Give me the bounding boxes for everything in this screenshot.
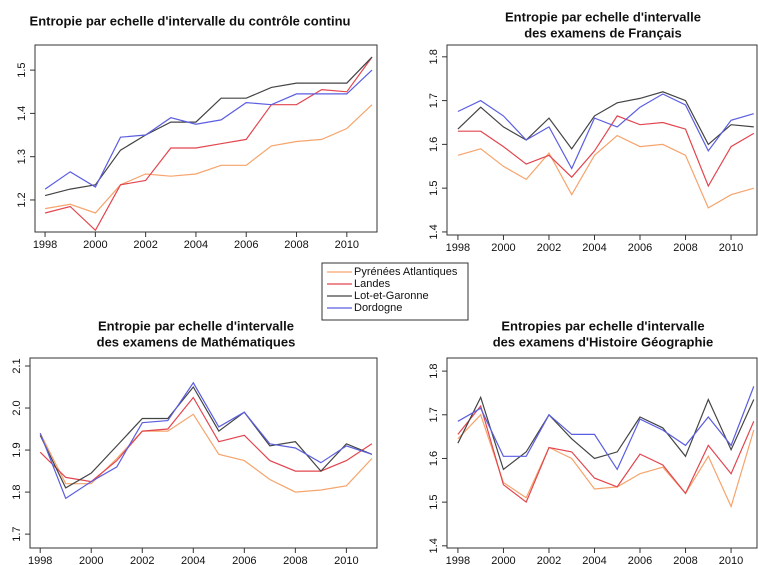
series-line: [39, 381, 373, 500]
series-line: [457, 413, 755, 509]
chart-title: Entropie par echelle d'intervalle: [505, 9, 701, 24]
chart-title: Entropie par echelle d'intervalle: [98, 318, 294, 333]
x-tick-label: 2004: [582, 242, 606, 254]
series-line: [39, 385, 373, 489]
plot-frame: [446, 44, 758, 236]
y-tick-label: 1.8: [11, 484, 23, 499]
y-tick-label: 1.2: [16, 192, 28, 207]
y-tick-label: 1.5: [16, 62, 28, 77]
legend-label: Pyrénées Atlantiques: [354, 266, 458, 278]
x-tick-label: 2010: [334, 555, 358, 565]
legend-label: Lot-et-Garonne: [354, 290, 429, 302]
y-tick-label: 1.4: [428, 224, 440, 239]
plot-frame: [29, 357, 378, 549]
series-line: [39, 396, 373, 483]
x-tick-label: 1998: [446, 555, 470, 565]
x-tick-label: 2004: [582, 555, 606, 565]
x-tick-label: 2004: [181, 555, 205, 565]
y-tick-label: 1.4: [428, 538, 440, 553]
x-tick-label: 2008: [673, 242, 697, 254]
x-tick-label: 2004: [184, 239, 208, 251]
y-tick-label: 1.3: [16, 149, 28, 164]
x-tick-label: 2006: [234, 239, 258, 251]
y-tick-label: 1.7: [428, 93, 440, 108]
x-tick-label: 1998: [446, 242, 470, 254]
chart-title: Entropies par echelle d'intervalle: [501, 318, 704, 333]
x-tick-label: 1998: [33, 239, 57, 251]
y-tick-label: 1.6: [428, 451, 440, 466]
chart-title: Entropie par echelle d'intervalle du con…: [30, 13, 351, 28]
x-tick-label: 2008: [283, 555, 307, 565]
series-line: [457, 134, 754, 209]
series-line: [457, 93, 754, 170]
y-tick-label: 1.6: [428, 137, 440, 152]
y-tick-label: 1.8: [428, 49, 440, 64]
chart-title: des examens d'Histoire Géographie: [493, 334, 714, 349]
y-tick-label: 2.0: [11, 400, 23, 415]
y-tick-label: 1.9: [11, 442, 23, 457]
x-tick-label: 2002: [130, 555, 154, 565]
y-tick-label: 1.4: [16, 106, 28, 121]
x-tick-label: 2000: [491, 555, 515, 565]
x-tick-label: 2006: [628, 242, 652, 254]
series-line: [457, 115, 755, 188]
y-tick-label: 1.8: [428, 363, 440, 378]
x-tick-label: 2000: [79, 555, 103, 565]
x-tick-label: 2002: [537, 555, 561, 565]
y-tick-label: 1.7: [428, 407, 440, 422]
x-tick-label: 2010: [335, 239, 359, 251]
x-tick-label: 2002: [537, 242, 561, 254]
y-tick-label: 1.5: [428, 494, 440, 509]
x-tick-label: 2010: [719, 555, 743, 565]
x-tick-label: 2008: [673, 555, 697, 565]
series-line: [44, 56, 373, 232]
series-line: [457, 404, 755, 504]
series-line: [44, 104, 373, 214]
x-tick-label: 2006: [628, 555, 652, 565]
x-tick-label: 2002: [133, 239, 157, 251]
series-line: [44, 69, 373, 190]
y-tick-label: 1.7: [11, 526, 23, 541]
series-line: [39, 413, 373, 493]
plot-frame: [34, 44, 378, 233]
chart-title: des examens de Français: [524, 25, 682, 40]
x-tick-label: 2008: [284, 239, 308, 251]
series-line: [457, 395, 755, 471]
y-tick-label: 2.1: [11, 358, 23, 373]
legend-label: Landes: [354, 278, 391, 290]
legend: Pyrénées AtlantiquesLandesLot-et-Garonne…: [321, 262, 469, 321]
series-line: [457, 386, 755, 471]
x-tick-label: 2010: [719, 242, 743, 254]
x-tick-label: 2000: [491, 242, 515, 254]
plot-frame: [446, 357, 758, 549]
x-tick-label: 2006: [232, 555, 256, 565]
legend-label: Dordogne: [354, 302, 402, 314]
chart-title: des examens de Mathématiques: [97, 334, 296, 349]
x-tick-label: 1998: [28, 555, 52, 565]
series-line: [457, 91, 754, 150]
x-tick-label: 2000: [83, 239, 107, 251]
y-tick-label: 1.5: [428, 181, 440, 196]
series-line: [44, 56, 373, 197]
